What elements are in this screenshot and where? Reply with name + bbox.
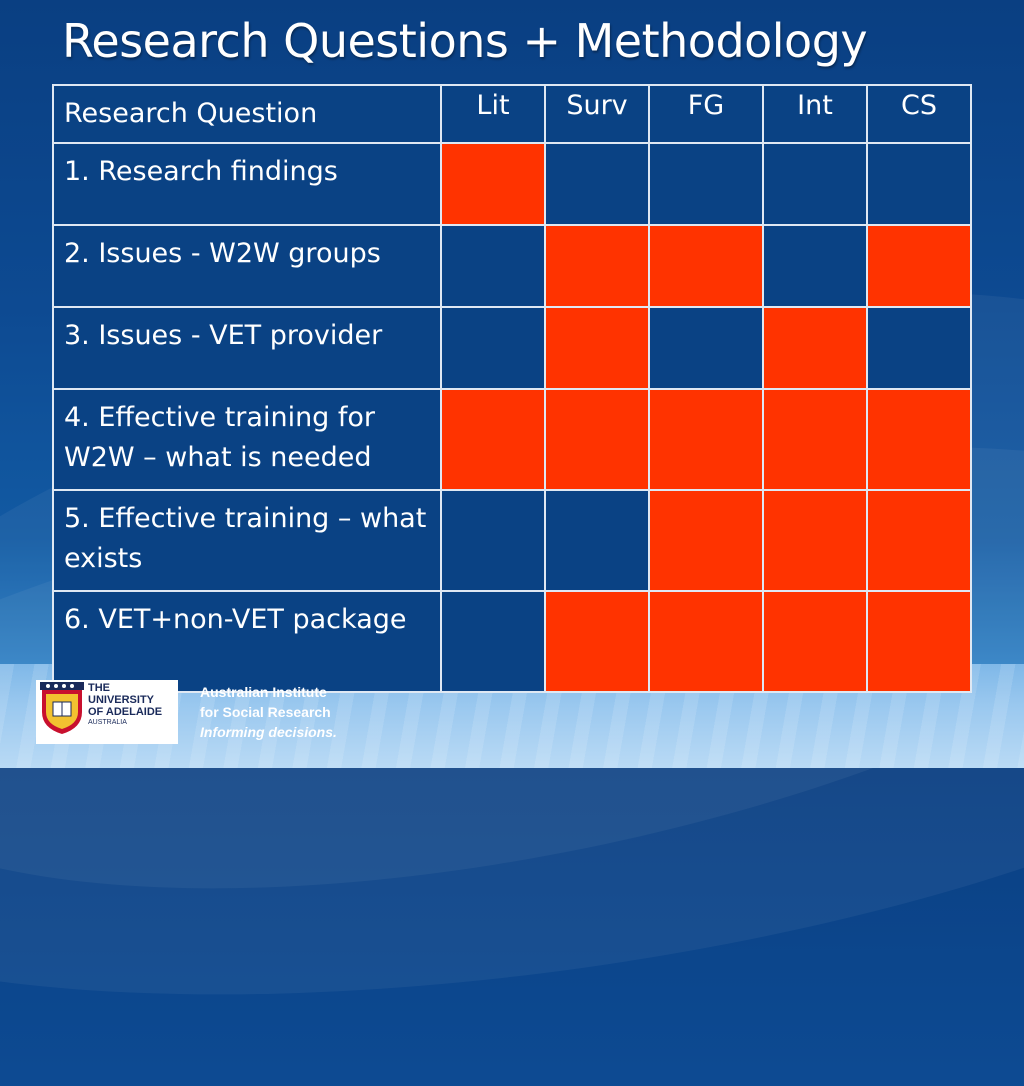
method-cell: [762, 142, 868, 226]
method-cell: [648, 590, 764, 693]
method-cell: [544, 306, 650, 390]
method-cell: [544, 388, 650, 491]
table-row: 4. Effective training for W2W – what is …: [52, 388, 972, 491]
method-cell: [866, 388, 972, 491]
method-cell: [440, 489, 546, 592]
table-row: 6. VET+non-VET package: [52, 590, 972, 693]
method-cell: [762, 590, 868, 693]
method-cell: [440, 142, 546, 226]
method-cell: [440, 224, 546, 308]
method-cell: [544, 224, 650, 308]
table-row: 2. Issues - W2W groups: [52, 224, 972, 308]
header-int: Int: [762, 84, 868, 144]
method-cell: [440, 306, 546, 390]
table-row: 1. Research findings: [52, 142, 972, 226]
method-cell: [440, 388, 546, 491]
institute-label: Australian Institute for Social Research…: [200, 684, 337, 740]
method-cell: [866, 224, 972, 308]
header-row: Research Question Lit Surv FG Int CS: [52, 84, 972, 144]
method-cell: [866, 142, 972, 226]
research-question-cell: 3. Issues - VET provider: [52, 306, 442, 390]
method-cell: [866, 306, 972, 390]
university-crest-icon: [40, 682, 84, 734]
method-cell: [762, 489, 868, 592]
method-cell: [648, 224, 764, 308]
method-cell: [648, 388, 764, 491]
method-cell: [648, 489, 764, 592]
research-question-cell: 2. Issues - W2W groups: [52, 224, 442, 308]
table-row: 5. Effective training – what exists: [52, 489, 972, 592]
method-cell: [544, 489, 650, 592]
research-question-cell: 1. Research findings: [52, 142, 442, 226]
method-cell: [544, 142, 650, 226]
header-fg: FG: [648, 84, 764, 144]
header-surv: Surv: [544, 84, 650, 144]
research-question-cell: 6. VET+non-VET package: [52, 590, 442, 693]
method-cell: [762, 306, 868, 390]
method-cell: [544, 590, 650, 693]
method-cell: [762, 224, 868, 308]
method-cell: [866, 590, 972, 693]
method-cell: [648, 306, 764, 390]
method-cell: [648, 142, 764, 226]
research-question-cell: 4. Effective training for W2W – what is …: [52, 388, 442, 491]
university-logo: THE UNIVERSITY OF ADELAIDE AUSTRALIA: [36, 680, 178, 744]
method-cell: [866, 489, 972, 592]
header-research-question: Research Question: [52, 84, 442, 144]
header-cs: CS: [866, 84, 972, 144]
slide-title: Research Questions + Methodology: [62, 14, 868, 68]
university-logo-text: THE UNIVERSITY OF ADELAIDE AUSTRALIA: [88, 682, 163, 726]
table-row: 3. Issues - VET provider: [52, 306, 972, 390]
methodology-table: Research Question Lit Surv FG Int CS 1. …: [52, 84, 972, 693]
method-cell: [762, 388, 868, 491]
header-lit: Lit: [440, 84, 546, 144]
research-question-cell: 5. Effective training – what exists: [52, 489, 442, 592]
method-cell: [440, 590, 546, 693]
